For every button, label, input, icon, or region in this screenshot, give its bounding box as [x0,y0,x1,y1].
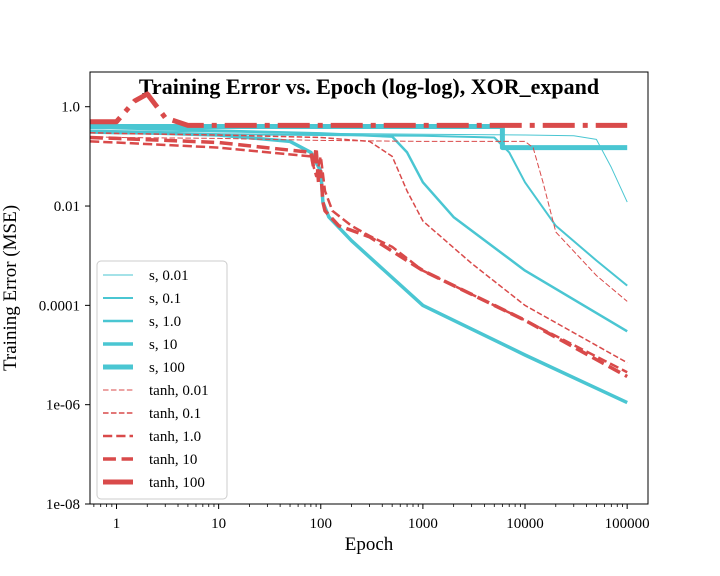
legend-label: tanh, 0.1 [149,406,201,422]
series-line-tanh-0-1 [90,131,628,364]
y-tick-label: 1.0 [61,100,80,116]
series-line-tanh-1-0 [90,140,628,374]
y-axis-label: Training Error (MSE) [0,205,21,371]
series-line-s-1-0 [90,126,628,333]
x-tick-label: 10000 [506,516,544,532]
series-line-tanh-10 [90,135,629,379]
legend-label: tanh, 1.0 [149,429,201,445]
legend-label: tanh, 100 [149,475,205,491]
legend-label: tanh, 0.01 [149,383,209,399]
legend-label: tanh, 10 [149,452,197,468]
legend-label: s, 0.01 [149,268,189,284]
y-tick-label: 0.0001 [39,298,80,314]
series-line-tanh-100 [90,91,628,128]
legend-label: s, 10 [149,337,177,353]
legend-label: s, 1.0 [149,314,181,330]
y-tick-label: 1e-08 [46,497,80,513]
x-tick-label: 100 [310,516,333,532]
y-tick-label: 0.01 [54,199,80,215]
plot-frame [89,71,649,505]
chart-title: Training Error vs. Epoch (log-log), XOR_… [139,74,599,99]
series-line-s-0-01 [90,129,628,203]
series-line-tanh-0-01 [90,136,628,302]
legend: s, 0.01 s, 0.1 s, 1.0 s, 10 s, 100 tanh, 0.01… [96,260,228,500]
y-tick-label: 1e-06 [46,398,81,414]
x-tick-label: 1 [113,516,121,532]
x-tick-label: 10 [211,516,226,532]
x-tick-label: 100000 [605,516,650,532]
legend-label: s, 0.1 [149,291,181,307]
legend-label: s, 100 [149,360,185,376]
x-tick-label: 1000 [408,516,438,532]
x-axis-label: Epoch [345,534,394,555]
